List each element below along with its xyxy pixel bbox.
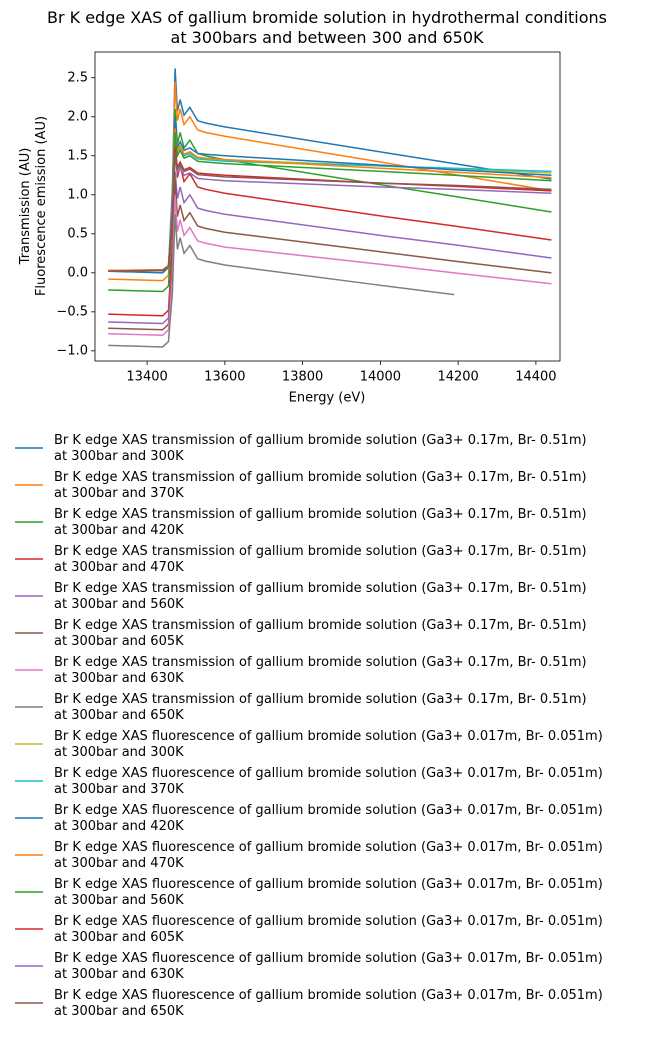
x-axis-label: Energy (eV)	[289, 391, 366, 406]
y-tick-label: 0.0	[67, 265, 88, 280]
legend-label: Br K edge XAS fluorescence of gallium br…	[54, 951, 603, 982]
y-tick-label: 2.0	[67, 109, 88, 124]
x-tick-label: 14000	[360, 370, 401, 385]
series-line	[108, 140, 552, 317]
x-tick-label: 14200	[437, 370, 478, 385]
legend-label: Br K edge XAS fluorescence of gallium br…	[54, 877, 603, 908]
legend-label: Br K edge XAS fluorescence of gallium br…	[54, 914, 603, 945]
y-tick-label: 1.0	[67, 187, 88, 202]
y-tick-label: 0.5	[67, 226, 88, 241]
y-axis-label: Transmission (AU)Fluorescence emission (…	[18, 116, 49, 296]
legend-label: Br K edge XAS transmission of gallium br…	[54, 507, 587, 538]
legend-label: Br K edge XAS fluorescence of gallium br…	[54, 988, 603, 1019]
series-line	[108, 194, 552, 337]
legend-label: Br K edge XAS fluorescence of gallium br…	[54, 840, 603, 871]
legend-label: Br K edge XAS fluorescence of gallium br…	[54, 766, 603, 797]
x-tick-label: 13800	[282, 370, 323, 385]
series-line	[108, 214, 455, 348]
legend-label: Br K edge XAS fluorescence of gallium br…	[54, 803, 603, 834]
series-line	[108, 108, 552, 293]
x-tick-label: 13400	[126, 370, 167, 385]
y-tick-label: 2.5	[67, 70, 88, 85]
x-tick-label: 14400	[515, 370, 556, 385]
legend-label: Br K edge XAS transmission of gallium br…	[54, 544, 587, 575]
y-tick-label: 1.5	[67, 148, 88, 163]
legend-label: Br K edge XAS transmission of gallium br…	[54, 618, 587, 649]
legend-label: Br K edge XAS transmission of gallium br…	[54, 655, 587, 686]
x-tick-label: 13600	[204, 370, 245, 385]
y-tick-label: −1.0	[56, 343, 88, 358]
legend-label: Br K edge XAS transmission of gallium br…	[54, 433, 587, 464]
legend-label: Br K edge XAS transmission of gallium br…	[54, 470, 587, 501]
series-line	[108, 151, 552, 273]
plot-frame	[94, 51, 561, 362]
legend-label: Br K edge XAS transmission of gallium br…	[54, 692, 587, 723]
legend-label: Br K edge XAS fluorescence of gallium br…	[54, 729, 603, 760]
legend-label: Br K edge XAS transmission of gallium br…	[54, 581, 587, 612]
y-tick-label: −0.5	[56, 304, 88, 319]
chart-title: Br K edge XAS of gallium bromide solutio…	[47, 8, 607, 47]
